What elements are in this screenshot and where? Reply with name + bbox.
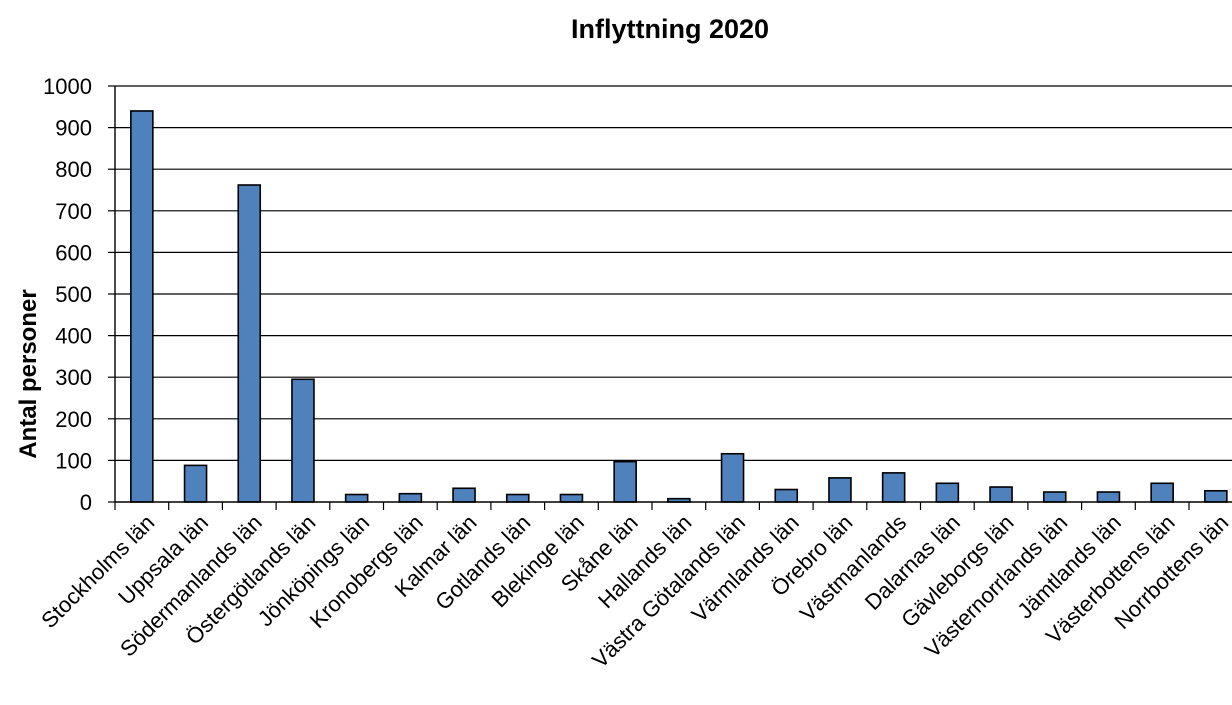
y-tick-label: 1000 bbox=[43, 74, 92, 99]
y-tick-label: 0 bbox=[80, 490, 92, 515]
bar bbox=[452, 487, 476, 503]
bars bbox=[130, 110, 1228, 503]
y-axis-label: Antal personer bbox=[15, 289, 42, 458]
y-tick-label: 500 bbox=[55, 282, 92, 307]
bar bbox=[291, 378, 315, 503]
y-tick-label: 300 bbox=[55, 365, 92, 390]
bar bbox=[1042, 491, 1067, 503]
axes bbox=[114, 86, 1232, 503]
y-tick-label: 100 bbox=[55, 448, 92, 473]
bar bbox=[720, 452, 745, 503]
y-tick-label: 900 bbox=[55, 116, 92, 141]
bar bbox=[989, 486, 1013, 503]
y-tick-label: 200 bbox=[55, 407, 92, 432]
bar bbox=[559, 493, 584, 503]
y-tick-label: 400 bbox=[55, 324, 92, 349]
y-tick-labels: 0 100 200 300 400 500 600 700 800 900 1000 bbox=[43, 74, 92, 515]
bar bbox=[1204, 489, 1228, 503]
chart-title: Inflyttning 2020 bbox=[570, 14, 770, 44]
bar bbox=[881, 472, 906, 503]
bar bbox=[130, 110, 154, 503]
bar bbox=[505, 493, 530, 503]
gridlines bbox=[108, 85, 1232, 510]
bar bbox=[1150, 482, 1174, 503]
bar bbox=[398, 492, 423, 503]
bar bbox=[237, 184, 262, 503]
bar bbox=[613, 460, 637, 503]
bar bbox=[183, 464, 208, 503]
bar bbox=[344, 493, 369, 503]
bar bbox=[935, 482, 960, 503]
y-tick-label: 600 bbox=[55, 240, 92, 265]
bar bbox=[774, 488, 799, 503]
y-tick-label: 700 bbox=[55, 199, 92, 224]
y-tick-label: 800 bbox=[55, 157, 92, 182]
bar bbox=[828, 477, 852, 503]
bar bbox=[1096, 491, 1121, 503]
